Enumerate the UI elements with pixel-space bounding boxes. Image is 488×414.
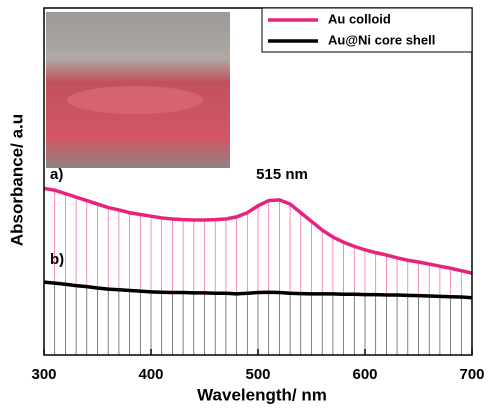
y-axis-label: Absorbance/ a.u — [7, 114, 26, 246]
annotation: 515 nm — [256, 166, 308, 183]
legend-label: Au colloid — [328, 11, 391, 26]
legend-label: Au@Ni core shell — [328, 32, 435, 47]
x-axis-label: Wavelength/ nm — [197, 385, 327, 404]
x-tick-label: 500 — [245, 366, 270, 383]
inset-photo-detail — [67, 86, 203, 114]
x-tick-label: 600 — [352, 366, 377, 383]
x-tick-label: 700 — [459, 366, 484, 383]
chart: Wavelength/ nm Absorbance/ a.u a) b) 515… — [0, 0, 488, 414]
annotation: a) — [50, 166, 63, 183]
x-tick-label: 300 — [31, 366, 56, 383]
x-tick-label: 400 — [138, 366, 163, 383]
annotation: b) — [50, 251, 64, 268]
